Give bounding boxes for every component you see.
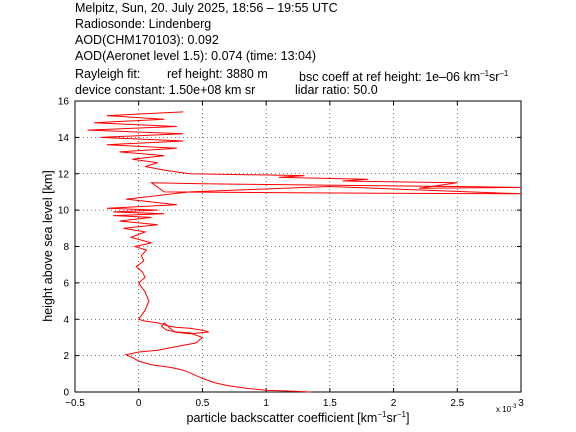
title-location-time: Melpitz, Sun, 20. July 2025, 18:56 – 19:…: [75, 1, 338, 15]
y-tick-label: 16: [58, 97, 70, 108]
rayleigh-fit-label: Rayleigh fit:: [75, 67, 141, 81]
grid-lines: [75, 101, 521, 392]
y-tick-label: 6: [63, 278, 69, 289]
backscatter-series-line: [87, 111, 522, 393]
x-tick-label: −0.5: [65, 398, 85, 409]
aod-chm-label: AOD(CHM170103): 0.092: [75, 33, 219, 47]
x-tick-label: 1: [263, 398, 269, 409]
x-tick-label: 3: [518, 398, 524, 409]
y-tick-label: 12: [58, 169, 70, 180]
lidar-ratio-label: lidar ratio: 50.0: [295, 83, 378, 97]
radiosonde-label: Radiosonde: Lindenberg: [75, 17, 212, 31]
x-tick-labels: −0.5 0 0.5 1 1.5 2 2.5 3: [65, 398, 524, 409]
y-tick-label: 0: [63, 388, 69, 399]
x-tick-label: 1.5: [323, 398, 337, 409]
device-constant-label: device constant: 1.50e+08 km sr: [75, 83, 256, 97]
x-multiplier-label: x 10-3: [496, 404, 517, 414]
y-tick-label: 8: [63, 242, 69, 253]
x-tick-label: 2.5: [450, 398, 464, 409]
y-tick-label: 4: [63, 315, 69, 326]
x-tick-label: 0.5: [195, 398, 209, 409]
y-tick-label: 14: [58, 133, 70, 144]
y-axis-label: height above sea level [km]: [41, 170, 55, 321]
x-tick-label: 2: [391, 398, 397, 409]
x-axis-label: particle backscatter coefficient [km−1sr…: [187, 410, 410, 425]
axes-frame: [74, 100, 522, 393]
bsc-coeff-label: bsc coeff at ref height: 1e–06 km–1sr–1: [299, 69, 509, 85]
ref-height-label: ref height: 3880 m: [167, 67, 268, 81]
y-tick-label: 2: [63, 351, 69, 362]
y-tick-label: 10: [58, 206, 70, 217]
aod-aeronet-label: AOD(Aeronet level 1.5): 0.074 (time: 13:…: [75, 49, 317, 63]
x-tick-label: 0: [136, 398, 142, 409]
y-tick-labels: 0 2 4 6 8 10 12 14 16: [58, 97, 70, 399]
axis-ticks: [74, 100, 522, 393]
